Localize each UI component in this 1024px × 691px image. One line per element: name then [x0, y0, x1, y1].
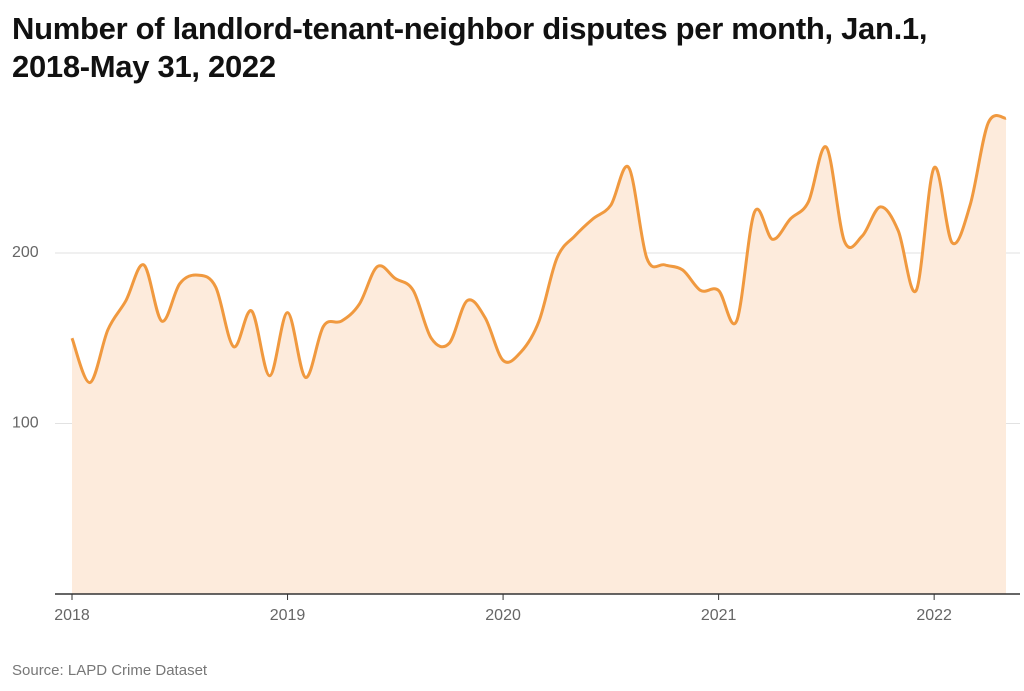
- x-tick-label: 2018: [54, 607, 90, 624]
- y-tick-label: 100: [12, 415, 39, 432]
- x-tick-label: 2020: [485, 607, 521, 624]
- x-tick-label: 2021: [701, 607, 737, 624]
- chart-title: Number of landlord-tenant-neighbor dispu…: [12, 11, 928, 84]
- x-tick-label: 2019: [270, 607, 306, 624]
- line: [70, 114, 1007, 385]
- x-tick-label: 2022: [916, 607, 952, 624]
- y-tick-label: 200: [12, 244, 39, 261]
- area: [72, 115, 1006, 594]
- source-note: Source: LAPD Crime Dataset: [12, 662, 208, 679]
